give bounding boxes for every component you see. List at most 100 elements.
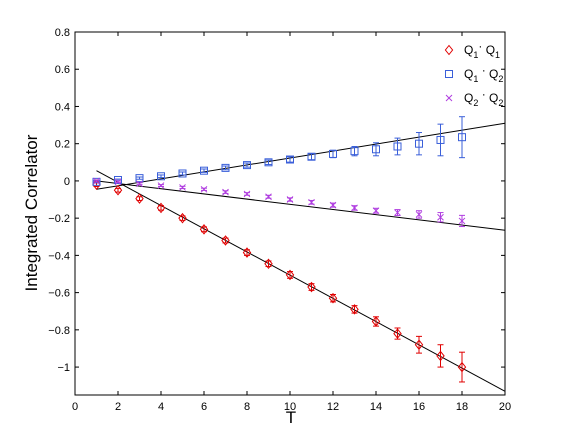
y-tick-label: 0.6 bbox=[55, 64, 70, 76]
data-point-diamond bbox=[457, 361, 467, 373]
data-point-cross bbox=[437, 213, 444, 221]
data-point-square bbox=[329, 149, 337, 158]
data-point-cross bbox=[372, 207, 380, 215]
data-point-cross bbox=[351, 204, 358, 212]
cross-stroke bbox=[351, 204, 358, 212]
data-point-diamond bbox=[436, 350, 445, 362]
data-point-square bbox=[264, 158, 273, 167]
legend-label-part: 2 bbox=[473, 98, 478, 108]
data-point-square bbox=[393, 142, 402, 151]
error-bar bbox=[287, 156, 293, 163]
data-point-square bbox=[350, 147, 359, 156]
y-tick-label: −0.6 bbox=[48, 288, 70, 300]
data-point-diamond bbox=[221, 235, 230, 246]
legend-label: Q1 · Q2 bbox=[464, 63, 503, 84]
data-point-diamond bbox=[393, 328, 402, 339]
error-bar bbox=[459, 351, 465, 383]
data-point-diamond bbox=[350, 304, 359, 315]
data-point-square bbox=[92, 177, 101, 186]
data-point-cross bbox=[265, 193, 272, 201]
legend-label-part: Q bbox=[486, 43, 495, 57]
cross-stroke bbox=[308, 198, 315, 206]
data-point-square bbox=[436, 135, 445, 144]
data-point-square bbox=[372, 145, 380, 154]
data-point-cross bbox=[329, 201, 337, 209]
x-tick-label: 18 bbox=[456, 401, 468, 413]
cross-stroke bbox=[394, 209, 401, 216]
error-bar bbox=[416, 335, 422, 354]
legend-label-part: Q bbox=[489, 67, 498, 81]
legend-label-part: 1 bbox=[473, 74, 478, 84]
error-bar bbox=[136, 176, 143, 180]
y-tick-label: −0.8 bbox=[48, 325, 70, 337]
cross-stroke bbox=[458, 217, 466, 225]
x-tick-label: 6 bbox=[201, 401, 207, 413]
error-bar bbox=[416, 132, 422, 156]
cross-stroke bbox=[329, 201, 337, 209]
error-bar bbox=[437, 123, 444, 157]
data-point-square bbox=[415, 139, 423, 148]
x-tick-label: 10 bbox=[284, 401, 296, 413]
y-tick-label: 0.4 bbox=[55, 101, 70, 113]
data-point-diamond bbox=[371, 316, 381, 327]
error-bar bbox=[158, 174, 164, 179]
x-tick-label: 8 bbox=[244, 401, 250, 413]
data-point-cross bbox=[308, 198, 315, 206]
data-point-square bbox=[157, 172, 165, 181]
error-bar bbox=[459, 116, 465, 159]
fit-line bbox=[96, 180, 506, 231]
error-bars bbox=[93, 116, 465, 383]
legend-label-part: 1 bbox=[495, 50, 500, 60]
error-bar bbox=[244, 162, 250, 168]
data-point-diamond bbox=[414, 339, 424, 351]
error-bar bbox=[222, 165, 229, 171]
data-point-diamond bbox=[264, 258, 273, 270]
cross-stroke bbox=[200, 185, 208, 193]
error-bar bbox=[373, 142, 379, 157]
legend-marker-diamond bbox=[444, 44, 454, 56]
data-point-square bbox=[178, 169, 187, 178]
x-tick-label: 4 bbox=[158, 401, 164, 413]
data-point-cross bbox=[394, 209, 401, 216]
cross-stroke bbox=[445, 94, 453, 102]
data-point-diamond bbox=[328, 292, 338, 304]
data-point-cross bbox=[179, 184, 186, 191]
data-point-diamond bbox=[285, 269, 295, 281]
data-point-cross bbox=[415, 211, 423, 218]
y-axis-label: Integrated Correlator bbox=[22, 134, 41, 291]
cross-stroke bbox=[93, 177, 100, 185]
cross-stroke bbox=[415, 211, 423, 218]
cross-stroke bbox=[286, 196, 294, 203]
error-bar bbox=[179, 171, 186, 176]
legend-label: Q2 · Q2 bbox=[464, 87, 503, 108]
y-tick-label: 0.2 bbox=[55, 139, 70, 151]
cross-stroke bbox=[114, 178, 122, 186]
cross-stroke bbox=[157, 182, 165, 189]
data-point-cross bbox=[157, 182, 165, 189]
data-markers bbox=[92, 133, 467, 373]
data-point-diamond bbox=[242, 247, 252, 258]
data-point-cross bbox=[286, 196, 294, 203]
cross-stroke bbox=[222, 188, 229, 196]
legend-label-part: 2 bbox=[498, 98, 503, 108]
x-tick-label: 2 bbox=[115, 401, 121, 413]
x-tick-label: 12 bbox=[327, 401, 339, 413]
x-tick-label: 14 bbox=[370, 401, 382, 413]
legend-label: Q1· Q1 bbox=[464, 39, 500, 60]
error-bar bbox=[287, 271, 293, 279]
data-point-square bbox=[200, 166, 208, 175]
data-point-cross bbox=[93, 177, 100, 185]
plot-frame bbox=[74, 31, 506, 396]
legend-label-part: · bbox=[478, 87, 489, 101]
legend-label-part: Q bbox=[464, 43, 473, 57]
legend-label-part: Q bbox=[464, 91, 473, 105]
data-point-diamond bbox=[156, 202, 166, 214]
data-point-square bbox=[286, 155, 294, 164]
error-bar bbox=[265, 159, 272, 166]
data-point-cross bbox=[136, 180, 143, 188]
error-bar bbox=[308, 153, 315, 161]
y-tick-label: −0.2 bbox=[48, 213, 70, 225]
data-point-square bbox=[243, 161, 251, 170]
